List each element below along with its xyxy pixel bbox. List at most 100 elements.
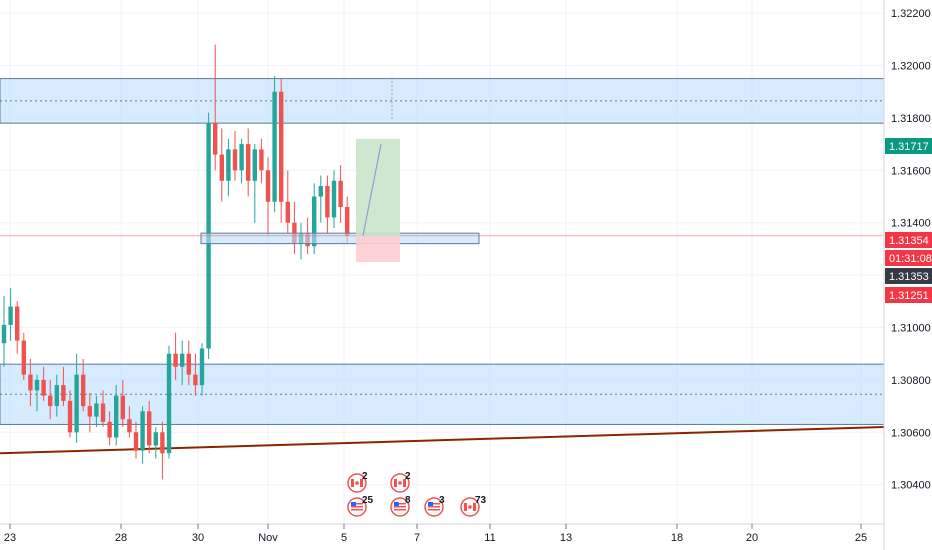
price-tick-label: 1.31000	[891, 323, 931, 335]
price-tick-label: 1.32200	[891, 8, 931, 20]
candle-body	[153, 432, 158, 446]
time-tick-label: 30	[192, 532, 204, 544]
candle-body	[226, 149, 231, 181]
candle-body	[15, 306, 20, 341]
candle-body	[107, 421, 112, 438]
event-count: 3	[439, 495, 445, 506]
time-tick-label: 11	[484, 532, 495, 544]
price-axis-labels: 1.31717 1.31354 01:31:08 1.31353 1.31251	[885, 138, 932, 303]
candle-body	[21, 340, 26, 375]
candle-body	[199, 348, 205, 386]
candle-body	[219, 154, 224, 181]
long-position-tool[interactable]	[0, 77, 884, 262]
us-flag-stripe	[428, 509, 440, 511]
candle-body	[127, 419, 132, 433]
price-tick-label: 1.30400	[891, 480, 931, 492]
us-flag-canton	[428, 502, 433, 506]
event-count: 8	[405, 495, 411, 506]
time-tick-label: 5	[341, 532, 347, 544]
us-flag-stripe	[428, 503, 440, 505]
event-count: 2	[362, 471, 368, 482]
candle-body	[312, 196, 317, 247]
price-badge	[885, 250, 932, 266]
candle-body	[345, 206, 350, 236]
candle-body	[285, 201, 290, 223]
candle-body	[114, 395, 119, 438]
candle-body	[279, 91, 284, 202]
candle-body	[318, 186, 323, 197]
candle-body	[100, 403, 106, 422]
candle-body	[87, 406, 92, 417]
ca-flag-leaf	[355, 481, 359, 485]
entry-zone-rect	[200, 232, 480, 245]
candle-body	[166, 353, 172, 454]
price-tick-label: 1.30800	[891, 375, 931, 387]
candle-body	[8, 306, 13, 325]
ca-flag-band	[351, 479, 354, 487]
ca-flag-band	[473, 503, 476, 511]
ca-flag-band	[403, 479, 406, 487]
candle-body	[34, 379, 40, 391]
candle-body	[331, 180, 337, 218]
price-badge-label: 01:31:08	[889, 253, 932, 265]
time-tick-label: 13	[560, 532, 572, 544]
candle-body	[338, 180, 343, 207]
candle-body	[120, 395, 125, 420]
trendline[interactable]	[0, 426, 885, 455]
candle-body	[48, 395, 53, 407]
price-badge-label: 1.31717	[889, 141, 929, 153]
price-axis[interactable]: 1.32200 1.32000 1.31800 1.31600 1.31400 1.312…	[891, 8, 931, 492]
candle-body	[81, 374, 86, 407]
candle-body	[252, 149, 257, 181]
stop-zone	[356, 235, 400, 262]
candle-body	[180, 353, 185, 367]
candle-body	[41, 379, 46, 396]
candle-body	[140, 411, 145, 451]
time-tick-label: 18	[671, 532, 683, 544]
candle-body	[173, 353, 178, 367]
time-tick-label: 25	[855, 532, 867, 544]
time-axis[interactable]: 23 28 30 Nov 5 7 11 13 18 20 25	[4, 524, 867, 544]
price-badge	[885, 232, 932, 248]
candle-body	[147, 411, 152, 446]
candle-body	[265, 170, 271, 202]
us-flag-stripe	[428, 506, 440, 508]
time-tick-label: Nov	[258, 532, 278, 544]
event-count: 25	[362, 495, 374, 506]
time-tick-label: 28	[115, 532, 127, 544]
price-badge	[885, 138, 932, 154]
price-tick-label: 1.31400	[891, 218, 931, 230]
candle-body	[133, 432, 139, 451]
candle-body	[61, 385, 66, 401]
ca-flag-leaf	[398, 481, 402, 485]
candle-body	[272, 91, 277, 202]
candle-body	[325, 186, 330, 218]
candle-body	[94, 403, 99, 417]
us-flag-canton	[394, 502, 399, 506]
candle-body	[28, 374, 33, 391]
ca-flag-leaf	[468, 505, 472, 509]
candle-body	[54, 385, 59, 407]
price-badge	[885, 287, 932, 303]
us-flag-stripe	[351, 506, 363, 508]
target-zone	[356, 138, 400, 236]
ca-flag-band	[394, 479, 397, 487]
price-tick-label: 1.32000	[891, 61, 931, 73]
us-flag-stripe	[351, 509, 363, 511]
time-tick-label: 7	[414, 532, 420, 544]
us-flag-stripe	[394, 509, 406, 511]
event-count: 2	[405, 471, 411, 482]
candle-body	[1, 324, 7, 344]
candle-body	[259, 149, 264, 171]
us-flag-canton	[351, 502, 356, 506]
candle-body	[186, 353, 191, 375]
price-tick-label: 1.31600	[891, 165, 931, 177]
price-tick-label: 1.31800	[891, 113, 931, 125]
trendline-line	[0, 426, 885, 455]
us-flag-stripe	[394, 503, 406, 505]
economic-events[interactable]: 2 2 25 8 3 73	[347, 471, 487, 517]
candle-body	[232, 149, 238, 171]
time-tick-label: 20	[746, 532, 758, 544]
supply-demand-zones[interactable]	[0, 78, 885, 425]
